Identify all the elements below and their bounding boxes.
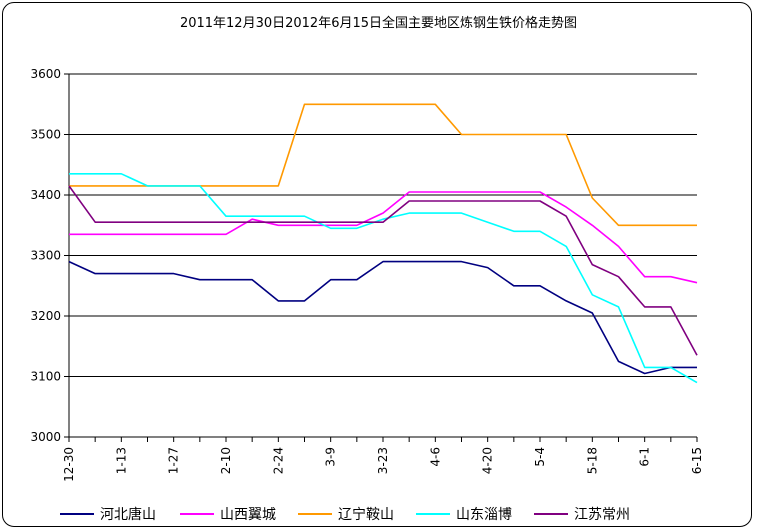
y-tick-label: 3500 (30, 128, 61, 142)
y-tick-label: 3100 (30, 370, 61, 384)
series-line-2 (69, 191, 698, 284)
legend: 河北唐山 山西翼城 辽宁鞍山 山东淄博 江苏常州 (60, 506, 630, 523)
legend-label-3: 辽宁鞍山 (338, 506, 394, 523)
x-tick-label: 4-6 (428, 447, 442, 467)
x-tick-label: 6-15 (690, 447, 704, 474)
x-tick-label: 6-1 (638, 447, 652, 467)
axes: 3000 3100 3200 3300 3400 3500 3600 12-30 1-13 1-2… (30, 67, 704, 482)
series-line-3 (69, 103, 697, 227)
x-tick-label: 3-23 (376, 447, 390, 474)
y-tick-label: 3000 (30, 430, 61, 444)
legend-label-5: 江苏常州 (574, 507, 630, 523)
x-tick-label: 12-30 (62, 447, 76, 482)
series-lines (68, 103, 698, 384)
series-line-1 (68, 260, 697, 375)
x-tick-label: 2-10 (219, 447, 233, 474)
chart-frame (2, 2, 752, 527)
chart-title: 2011年12月30日2012年6月15日全国主要地区炼钢生铁价格走势图 (179, 16, 578, 31)
series-line-4 (69, 173, 698, 384)
x-tick-label: 4-20 (481, 447, 495, 474)
x-tick-label: 5-4 (533, 447, 547, 467)
series-line-5 (68, 185, 698, 356)
x-tick-label: 5-18 (585, 447, 599, 474)
y-tick-label: 3400 (30, 188, 61, 202)
legend-label-4: 山东淄博 (456, 506, 512, 523)
x-tick-label: 1-27 (167, 447, 181, 474)
gridlines (69, 73, 697, 377)
y-tick-label: 3200 (30, 309, 61, 323)
x-tick-label: 1-13 (114, 447, 128, 474)
y-tick-label: 3300 (30, 249, 61, 263)
legend-label-2: 山西翼城 (220, 507, 276, 523)
x-tick-label: 3-9 (324, 447, 338, 467)
x-tick-label: 2-24 (271, 447, 285, 474)
y-tick-label: 3600 (30, 67, 61, 81)
legend-label-1: 河北唐山 (100, 506, 156, 523)
